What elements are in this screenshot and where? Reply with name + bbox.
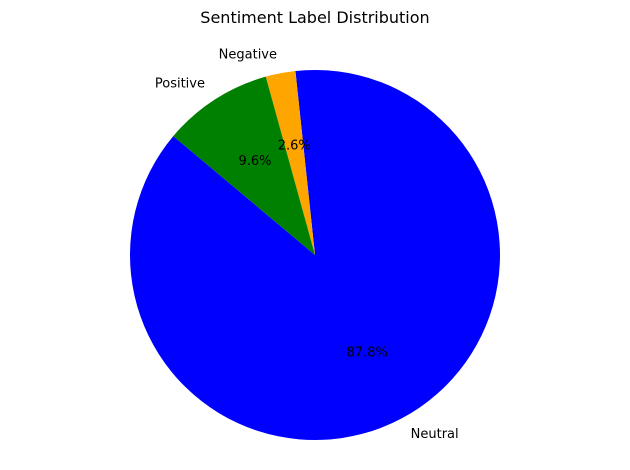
slice-percent-positive: 9.6%: [238, 154, 271, 169]
pie-labels: Neutral 87.8% Negative 2.6% Positive 9.6%: [155, 48, 459, 443]
pie-slice-neutral: [129, 70, 500, 441]
chart-title: Sentiment Label Distribution: [200, 8, 429, 27]
pie-slices: [129, 70, 500, 441]
pie-slice-negative: [265, 71, 315, 255]
slice-label-neutral: Neutral: [411, 427, 459, 442]
pie-slice-positive: [173, 76, 315, 256]
slice-percent-negative: 2.6%: [278, 138, 311, 153]
slice-label-negative: Negative: [219, 48, 277, 63]
slice-label-positive: Positive: [155, 76, 205, 91]
slice-percent-neutral: 87.8%: [347, 345, 388, 360]
